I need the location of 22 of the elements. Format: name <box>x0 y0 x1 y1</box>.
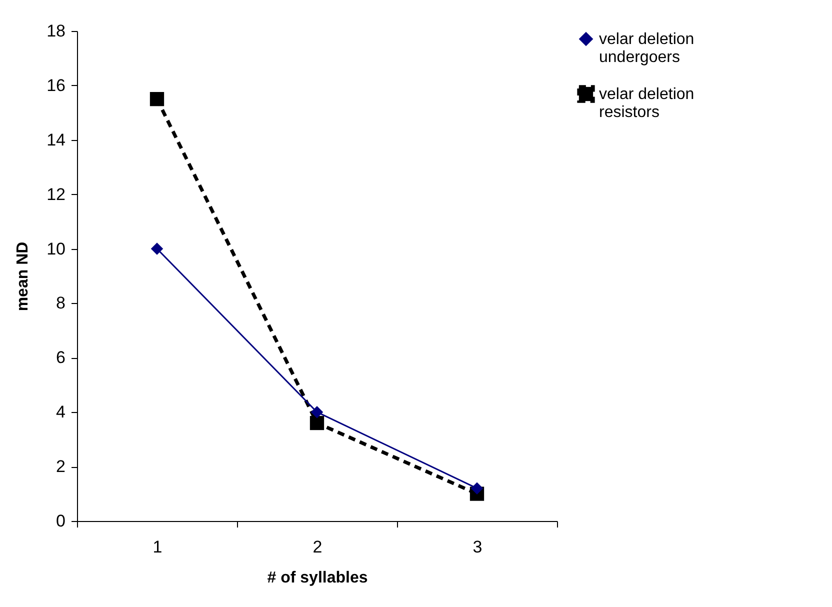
y-tick-label: 14 <box>46 130 66 150</box>
y-tick-label: 16 <box>46 76 66 95</box>
x-tick-label: 1 <box>152 538 162 556</box>
legend-label: velar deletion undergoers <box>599 31 694 66</box>
x-tick-label: 2 <box>312 538 322 556</box>
point <box>310 416 324 430</box>
y-tick-label: 18 <box>46 22 66 40</box>
y-tick-label: 4 <box>56 402 66 422</box>
y-tick-label: 10 <box>46 239 66 258</box>
y-tick-label: 12 <box>46 184 66 204</box>
x-tick-label: 3 <box>472 538 482 556</box>
point <box>470 482 484 494</box>
y-tick-label: 6 <box>56 348 66 368</box>
point <box>150 242 164 255</box>
y-tick-label: 8 <box>56 294 66 313</box>
point <box>310 406 324 418</box>
y-axis-title: mean ND <box>14 242 32 312</box>
point <box>150 92 164 106</box>
x-axis-title: # of syllables <box>267 570 368 586</box>
y-tick-label: 2 <box>56 457 66 476</box>
legend-label: velar deletion resistors <box>599 86 694 121</box>
y-tick-label: 0 <box>56 512 66 530</box>
